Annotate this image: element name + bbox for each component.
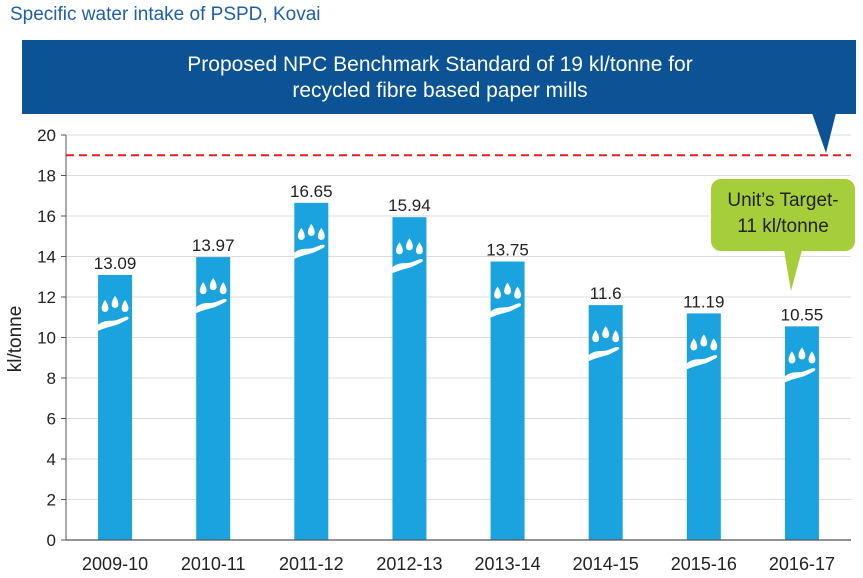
benchmark-banner: Proposed NPC Benchmark Standard of 19 kl… <box>22 40 856 153</box>
hand-water-drops-icon <box>392 238 423 274</box>
hand-water-drops-icon <box>686 334 718 370</box>
data-label: 11.19 <box>683 292 724 311</box>
x-tick-label: 2011-12 <box>279 554 344 574</box>
banner-line-1: Proposed NPC Benchmark Standard of 19 kl… <box>187 53 692 76</box>
page-title: Specific water intake of PSPD, Kovai <box>10 4 321 25</box>
x-tick-label: 2012-13 <box>376 554 442 574</box>
target-line-1: Unit’s Target- <box>727 190 838 211</box>
y-tick-label: 6 <box>47 410 56 429</box>
water-drop-icon <box>788 351 796 364</box>
y-axis: 0 2 4 6 8 10 12 14 16 18 20 <box>37 126 67 550</box>
y-tick-label: 4 <box>47 450 56 469</box>
y-axis-label: kl/tonne <box>5 306 26 373</box>
hand-icon <box>196 298 227 314</box>
water-drop-icon <box>798 347 806 360</box>
hand-icon <box>98 316 129 331</box>
hand-icon <box>294 244 325 259</box>
water-drop-icon <box>209 278 217 291</box>
y-tick-label: 2 <box>47 491 56 510</box>
bar <box>686 313 721 540</box>
water-drop-icon <box>690 338 698 351</box>
hand-icon <box>490 303 522 318</box>
hand-water-drops-icon <box>784 347 816 383</box>
data-label: 13.97 <box>192 236 235 255</box>
water-drop-icon <box>700 334 708 347</box>
water-drop-icon <box>612 330 620 343</box>
y-tick-label: 8 <box>47 369 56 388</box>
data-label: 15.94 <box>388 196 431 215</box>
water-drop-icon <box>416 242 423 255</box>
data-label: 11.6 <box>590 284 622 303</box>
y-tick-label: 16 <box>37 207 56 226</box>
y-tick-label: 10 <box>37 329 56 348</box>
x-tick-label: 2016-17 <box>769 554 835 574</box>
hand-water-drops-icon <box>294 223 325 259</box>
data-label: 13.75 <box>486 241 529 260</box>
water-drop-icon <box>494 286 501 299</box>
y-tick-label: 20 <box>37 126 56 145</box>
hand-icon <box>784 368 816 383</box>
water-drop-icon <box>121 299 129 312</box>
water-drop-icon <box>219 282 227 295</box>
target-line-2: 11 kl/tonne <box>737 216 829 237</box>
bar <box>294 202 329 540</box>
water-drop-icon <box>111 295 119 308</box>
x-tick-label: 2010-11 <box>181 554 246 574</box>
x-tick-label: 2009-10 <box>82 554 148 574</box>
bar <box>98 274 133 540</box>
data-label: 13.09 <box>94 254 137 273</box>
water-drop-icon <box>602 326 610 339</box>
water-drop-icon <box>808 351 816 364</box>
hand-water-drops-icon <box>588 326 620 362</box>
water-drop-icon <box>199 282 207 295</box>
y-tick-label: 0 <box>47 531 56 550</box>
water-drop-icon <box>710 338 718 351</box>
bars: 13.09 13.97 16.65 15.94 13.75 11.6 11.19 10.55 <box>94 182 823 540</box>
y-tick-label: 12 <box>37 288 56 307</box>
data-label: 16.65 <box>290 182 333 201</box>
x-axis: 2009-10 2010-11 2011-12 2012-13 2013-14 2014-… <box>66 539 851 574</box>
water-drop-icon <box>297 227 305 240</box>
hand-water-drops-icon <box>98 295 129 331</box>
hand-water-drops-icon <box>490 282 522 318</box>
water-drop-icon <box>101 299 109 312</box>
bar <box>392 217 427 540</box>
y-tick-label: 14 <box>37 248 56 267</box>
water-drop-icon <box>504 282 511 295</box>
water-drop-icon <box>307 223 315 236</box>
water-drop-icon <box>317 227 325 240</box>
hand-icon <box>392 258 423 274</box>
y-tick-label: 18 <box>37 167 56 186</box>
x-tick-label: 2013-14 <box>475 554 541 574</box>
water-drop-icon <box>514 286 521 299</box>
water-drop-icon <box>396 242 403 255</box>
bar <box>588 305 623 540</box>
target-callout: Unit’s Target- 11 kl/tonne <box>709 177 857 291</box>
banner-line-2: recycled fibre based paper mills <box>292 79 587 102</box>
hand-icon <box>588 346 620 362</box>
hand-icon <box>686 355 718 370</box>
data-label: 10.55 <box>781 305 824 324</box>
hand-water-drops-icon <box>196 278 227 314</box>
x-tick-label: 2014-15 <box>573 554 639 574</box>
water-drop-icon <box>592 330 600 343</box>
x-tick-label: 2015-16 <box>671 554 737 574</box>
water-drop-icon <box>406 238 413 251</box>
